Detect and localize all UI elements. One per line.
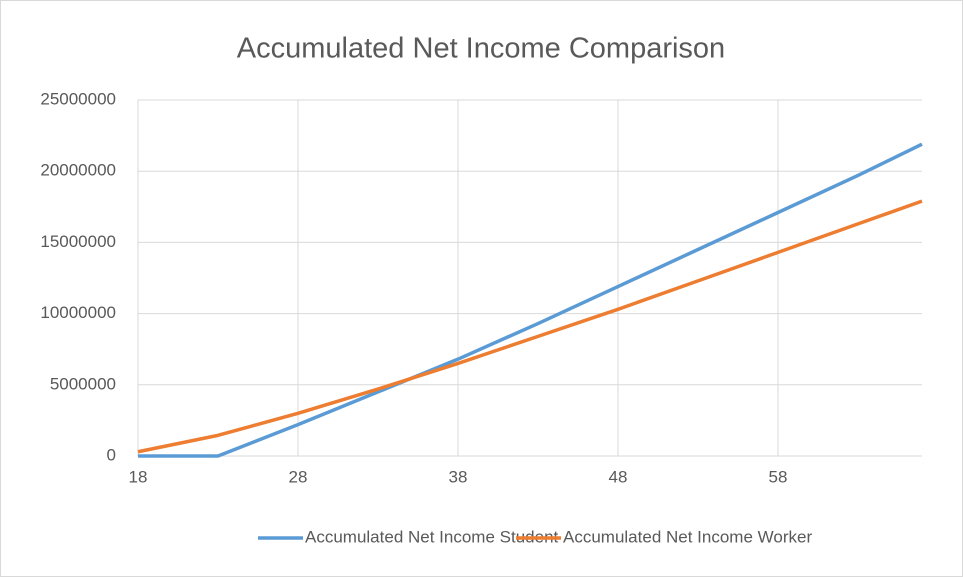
y-tick-label: 25000000: [40, 89, 116, 108]
x-tick-label: 38: [449, 467, 468, 486]
chart-title: Accumulated Net Income Comparison: [237, 33, 725, 65]
y-tick-label: 5000000: [50, 374, 116, 393]
y-tick-label: 20000000: [40, 161, 116, 180]
y-tick-label: 15000000: [40, 232, 116, 251]
legend-label: Accumulated Net Income Worker: [563, 527, 812, 546]
x-tick-label: 28: [289, 467, 308, 486]
x-tick-label: 18: [129, 467, 148, 486]
y-tick-label: 0: [107, 445, 116, 464]
series-line: [138, 142, 923, 458]
y-tick-label: 10000000: [40, 303, 116, 322]
series-line: [137, 199, 923, 454]
x-tick-label: 58: [769, 467, 788, 486]
x-tick-label: 48: [609, 467, 628, 486]
legend-label: Accumulated Net Income Student: [305, 527, 559, 546]
